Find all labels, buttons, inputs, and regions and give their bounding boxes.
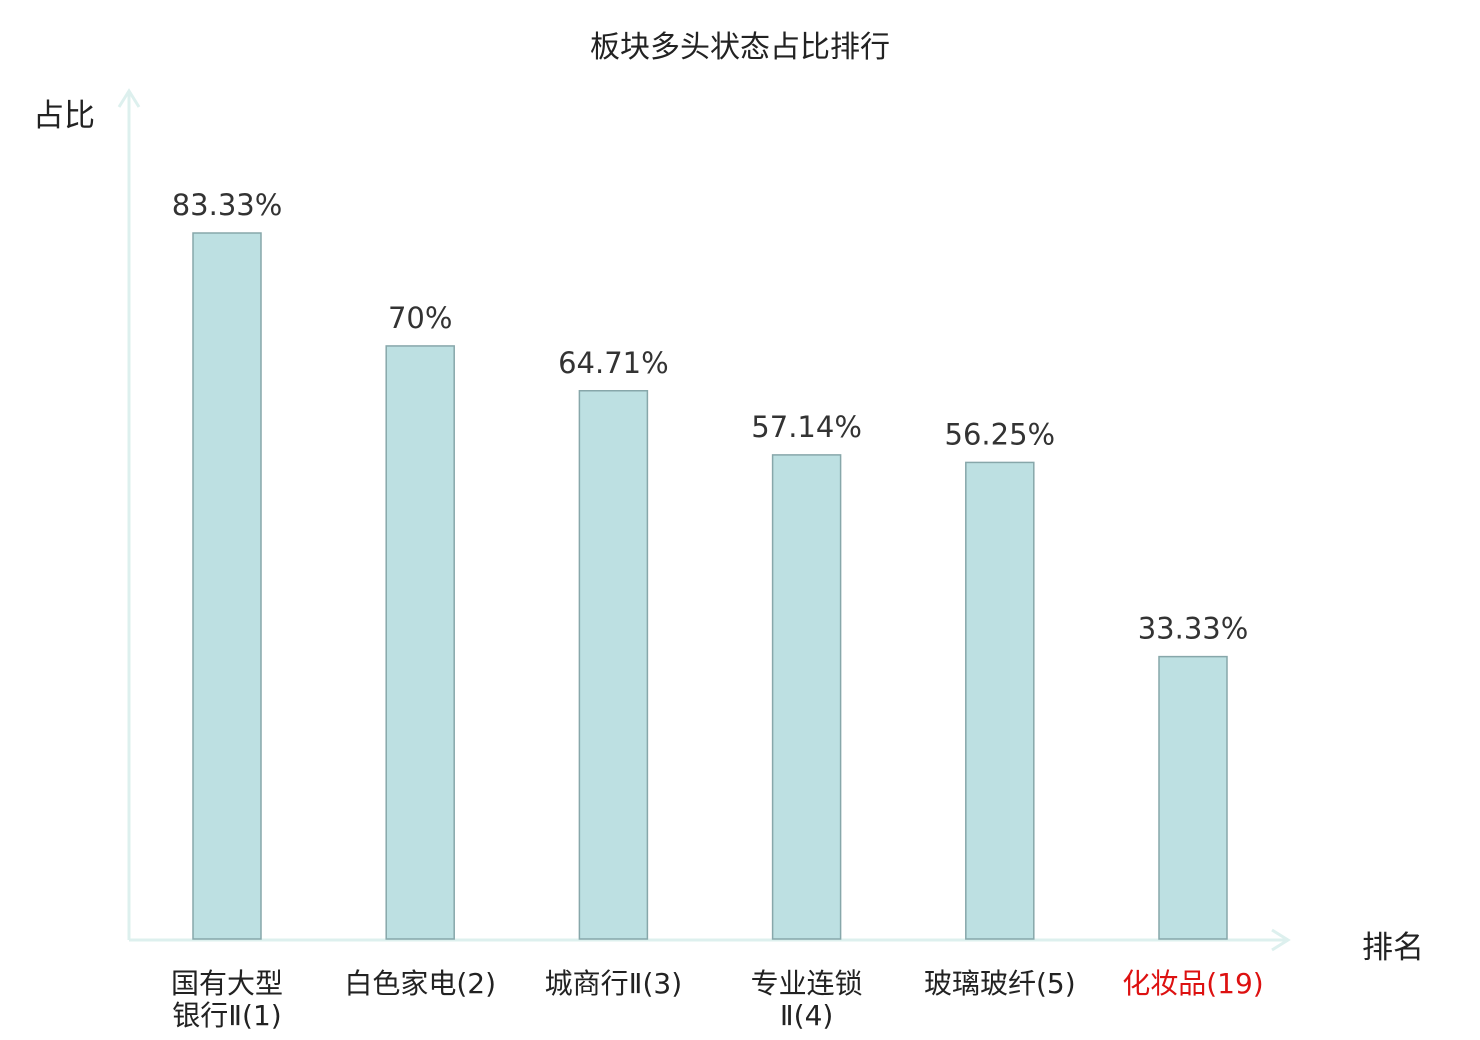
category-tick-label: Ⅱ(4) — [780, 999, 833, 1032]
x-axis-label: 排名 — [1362, 930, 1424, 966]
data-label: 33.33% — [1138, 612, 1249, 646]
category-tick-label: 专业连锁 — [751, 967, 863, 1000]
data-label: 70% — [388, 301, 452, 335]
bar — [385, 345, 455, 940]
data-label: 64.71% — [558, 346, 669, 380]
bars — [192, 232, 1228, 940]
axes — [117, 88, 1291, 952]
bar — [192, 232, 262, 940]
bar — [771, 454, 842, 940]
category-tick-label: 城商行Ⅱ(3) — [545, 967, 682, 1000]
category-tick-label: 化妆品(19) — [1122, 967, 1263, 1000]
data-label: 56.25% — [945, 417, 1056, 451]
category-tick-label: 白色家电(2) — [344, 967, 496, 1000]
y-axis-arrow — [117, 88, 141, 108]
category-tick-label: 玻璃玻纤(5) — [924, 967, 1076, 1000]
data-label: 83.33% — [172, 188, 283, 222]
bar — [965, 461, 1035, 940]
category-tick-label: 银行Ⅱ(1) — [172, 999, 281, 1032]
bar — [1158, 655, 1228, 940]
x-axis-arrow — [1271, 928, 1291, 952]
data-label: 57.14% — [751, 410, 862, 444]
category-tick-label: 国有大型 — [171, 967, 283, 1000]
bar — [578, 390, 649, 940]
chart-title: 板块多头状态占比排行 — [590, 30, 890, 65]
value-labels: 83.33% 70% 64.71% 57.14% 56.25% 33.33% — [172, 188, 1249, 646]
y-axis-label: 占比 — [33, 98, 95, 134]
